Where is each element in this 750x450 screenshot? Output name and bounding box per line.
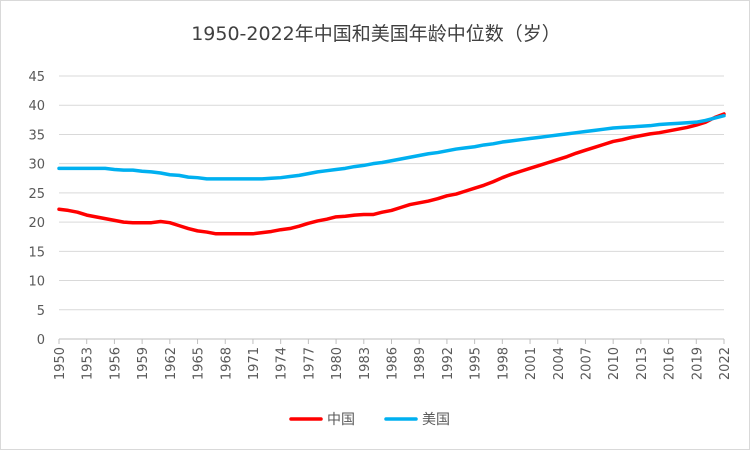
y-tick-label: 35 [28,128,45,143]
y-tick-label: 15 [28,245,45,260]
legend: 中国 美国 [289,412,450,428]
x-tick-label: 1965 [192,347,207,380]
x-tick-label: 1980 [330,347,345,380]
x-tick-label: 1986 [386,347,401,380]
x-tick-label: 1959 [136,347,151,380]
x-tick-label: 1998 [496,347,511,380]
x-tick-label: 1995 [469,347,484,380]
y-tick-label: 10 [28,275,45,290]
x-tick-label: 1953 [81,347,96,380]
x-tick-label: 2016 [663,347,678,380]
series-line-china [57,112,726,236]
series-lines [57,112,726,236]
y-tick-label: 25 [28,187,45,202]
y-tick-label: 5 [37,304,45,319]
x-tick-label: 1962 [164,347,179,380]
x-tick-label: 1977 [302,347,317,380]
x-tick-label: 2007 [579,347,594,380]
series-line-usa [57,113,726,181]
y-tick-label: 40 [28,99,45,114]
y-tick-label: 45 [28,70,45,85]
x-axis-ticks: 1950 1953 1956 1959 1962 1965 1968 1971 1974 1977… [53,339,733,380]
x-tick-label: 2019 [690,347,705,380]
x-tick-label: 2013 [635,347,650,380]
y-tick-label: 30 [28,158,45,173]
legend-item-china: 中国 [289,412,355,428]
y-axis-ticks: 0 5 10 15 20 25 30 35 40 45 [28,70,45,348]
chart-title: 1950-2022年中国和美国年龄中位数（岁） [191,23,561,45]
x-tick-label: 1983 [358,347,373,380]
x-tick-label: 1989 [413,347,428,380]
gridlines [59,75,724,311]
x-tick-label: 2001 [524,347,539,380]
legend-label: 美国 [422,412,450,428]
x-tick-label: 2010 [607,347,622,380]
x-tick-label: 1971 [247,347,262,380]
legend-item-usa: 美国 [384,412,450,428]
y-tick-label: 0 [37,333,45,348]
x-tick-label: 1956 [108,347,123,380]
y-tick-label: 20 [28,216,45,231]
legend-label: 中国 [327,412,355,428]
x-tick-label: 1992 [441,347,456,380]
x-tick-label: 2004 [552,347,567,380]
x-tick-label: 1968 [219,347,234,380]
x-tick-label: 1950 [53,347,68,380]
x-tick-label: 2022 [718,347,733,380]
x-tick-label: 1974 [275,347,290,380]
